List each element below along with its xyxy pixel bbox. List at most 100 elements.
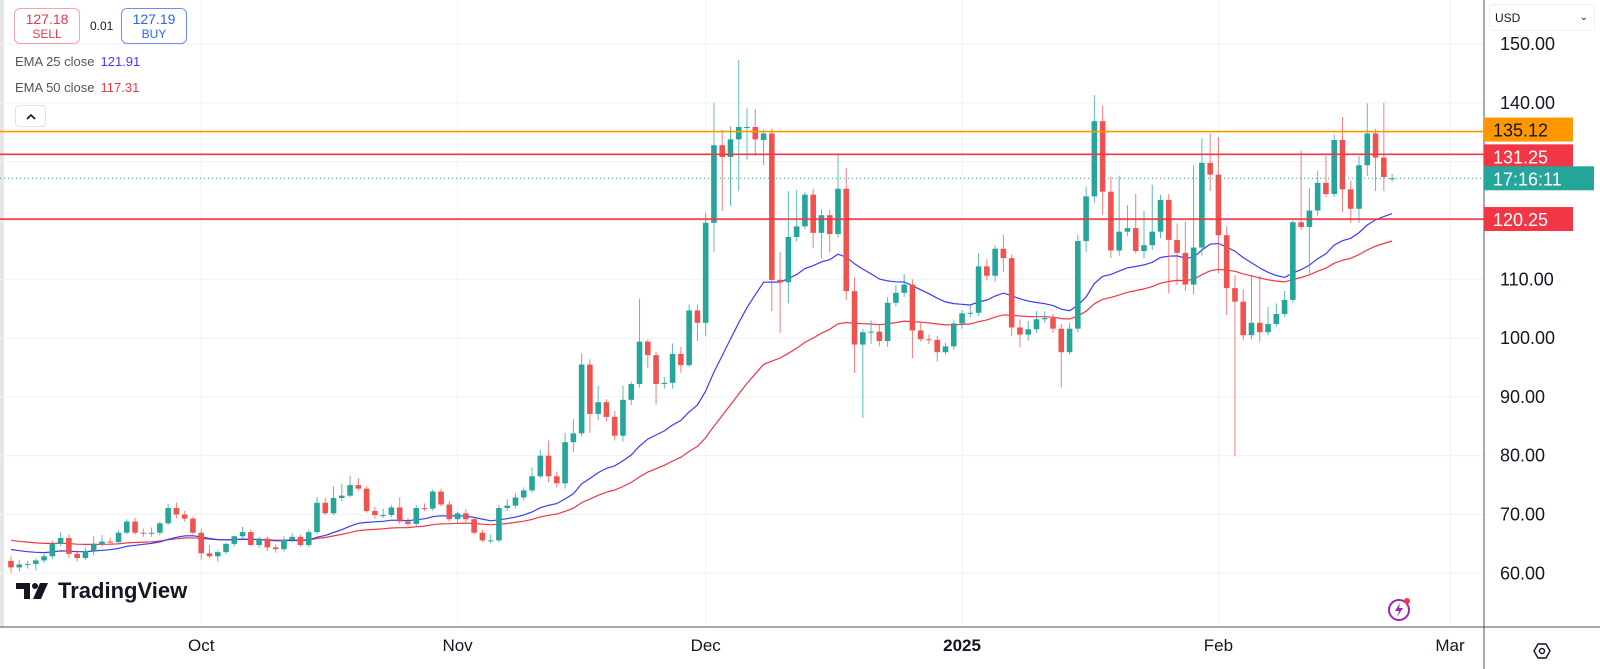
candle-up[interactable] [959,313,965,324]
candle-up[interactable] [1091,121,1098,197]
candle-up[interactable] [818,215,825,233]
candle-up[interactable] [339,495,345,499]
candle-down[interactable] [719,145,726,157]
candle-down[interactable] [1223,235,1230,289]
candle-down[interactable] [363,488,370,511]
candle-up[interactable] [711,145,717,223]
candle-down[interactable] [851,291,858,345]
candle-down[interactable] [1108,191,1114,251]
candle-up[interactable] [529,476,535,491]
candle-down[interactable] [181,514,188,519]
candle-down[interactable] [876,331,883,342]
candle-up[interactable] [165,508,171,524]
candle-down[interactable] [372,510,378,516]
candle-down[interactable] [926,339,932,341]
candle-up[interactable] [496,508,502,541]
candle-up[interactable] [429,491,436,509]
candle-up[interactable] [570,433,577,443]
candle-down[interactable] [984,266,990,276]
candle-up[interactable] [802,194,808,227]
candle-up[interactable] [239,532,246,537]
collapse-legend-button[interactable] [15,105,46,127]
candle-up[interactable] [256,538,262,546]
legend-ema50[interactable]: EMA 50 close 117.31 [15,80,139,95]
candle-down[interactable] [678,353,684,366]
candle-up[interactable] [347,485,353,496]
candle-up[interactable] [1389,178,1395,180]
tradingview-logo[interactable]: TradingView [16,578,187,604]
candle-up[interactable] [1199,162,1205,248]
lightning-alert-icon[interactable] [1387,596,1413,622]
candle-up[interactable] [860,332,866,345]
candle-up[interactable] [702,222,709,323]
candle-down[interactable] [603,402,610,417]
candle-up[interactable] [735,127,742,140]
candle-up[interactable] [231,536,238,544]
candle-down[interactable] [545,455,552,477]
candle-down[interactable] [248,532,254,546]
candle-up[interactable] [595,402,601,414]
candle-up[interactable] [785,236,792,283]
candle-up[interactable] [686,310,692,366]
candle-up[interactable] [620,399,626,436]
candle-down[interactable] [190,518,196,533]
candle-down[interactable] [1099,121,1106,192]
candle-up[interactable] [868,331,874,333]
candle-down[interactable] [1339,139,1346,190]
candle-down[interactable] [644,341,651,356]
candle-down[interactable] [1058,328,1065,353]
candle-up[interactable] [148,532,155,534]
candle-up[interactable] [90,543,97,551]
candle-up[interactable] [388,507,395,516]
candle-up[interactable] [967,312,974,314]
candle-up[interactable] [950,323,957,347]
candle-up[interactable] [636,341,643,384]
currency-select[interactable]: USD ⌄ [1489,4,1595,31]
candle-down[interactable] [396,507,403,522]
candle-down[interactable] [1008,258,1015,328]
candle-down[interactable] [173,508,180,515]
candle-down[interactable] [1323,182,1329,195]
candle-up[interactable] [1356,165,1362,209]
candle-down[interactable] [446,504,453,520]
candle-up[interactable] [744,127,750,129]
candle-down[interactable] [107,541,114,543]
candle-up[interactable] [1364,133,1371,166]
candle-up[interactable] [454,513,461,520]
candle-down[interactable] [777,279,783,283]
candle-down[interactable] [1132,228,1139,252]
candle-up[interactable] [57,538,64,544]
candle-up[interactable] [760,133,767,140]
candle-up[interactable] [1124,228,1131,232]
candle-up[interactable] [82,550,89,559]
candle-up[interactable] [1116,231,1122,251]
candle-down[interactable] [297,536,304,546]
candle-down[interactable] [322,502,329,514]
candle-up[interactable] [33,560,39,564]
candle-up[interactable] [1281,299,1288,314]
candle-down[interactable] [1372,133,1379,158]
candle-down[interactable] [934,339,941,353]
candle-down[interactable] [405,521,411,524]
candle-up[interactable] [661,382,668,384]
candle-down[interactable] [1298,222,1304,227]
candle-up[interactable] [884,302,891,342]
candle-up[interactable] [223,543,229,553]
candle-down[interactable] [1166,199,1172,240]
candle-up[interactable] [1033,319,1040,330]
candle-down[interactable] [843,188,850,292]
candle-up[interactable] [1025,329,1032,335]
candle-down[interactable] [264,538,271,548]
candle-down[interactable] [463,513,469,520]
candle-up[interactable] [123,521,130,533]
candle-down[interactable] [1207,162,1213,175]
candle-up[interactable] [975,266,982,313]
candle-up[interactable] [1290,222,1296,300]
candle-up[interactable] [1248,322,1255,336]
candle-down[interactable] [1240,301,1247,336]
candle-down[interactable] [355,485,362,489]
candle-up[interactable] [1331,139,1337,195]
sell-button[interactable]: 127.18 SELL [14,8,80,44]
candle-up[interactable] [992,248,998,276]
